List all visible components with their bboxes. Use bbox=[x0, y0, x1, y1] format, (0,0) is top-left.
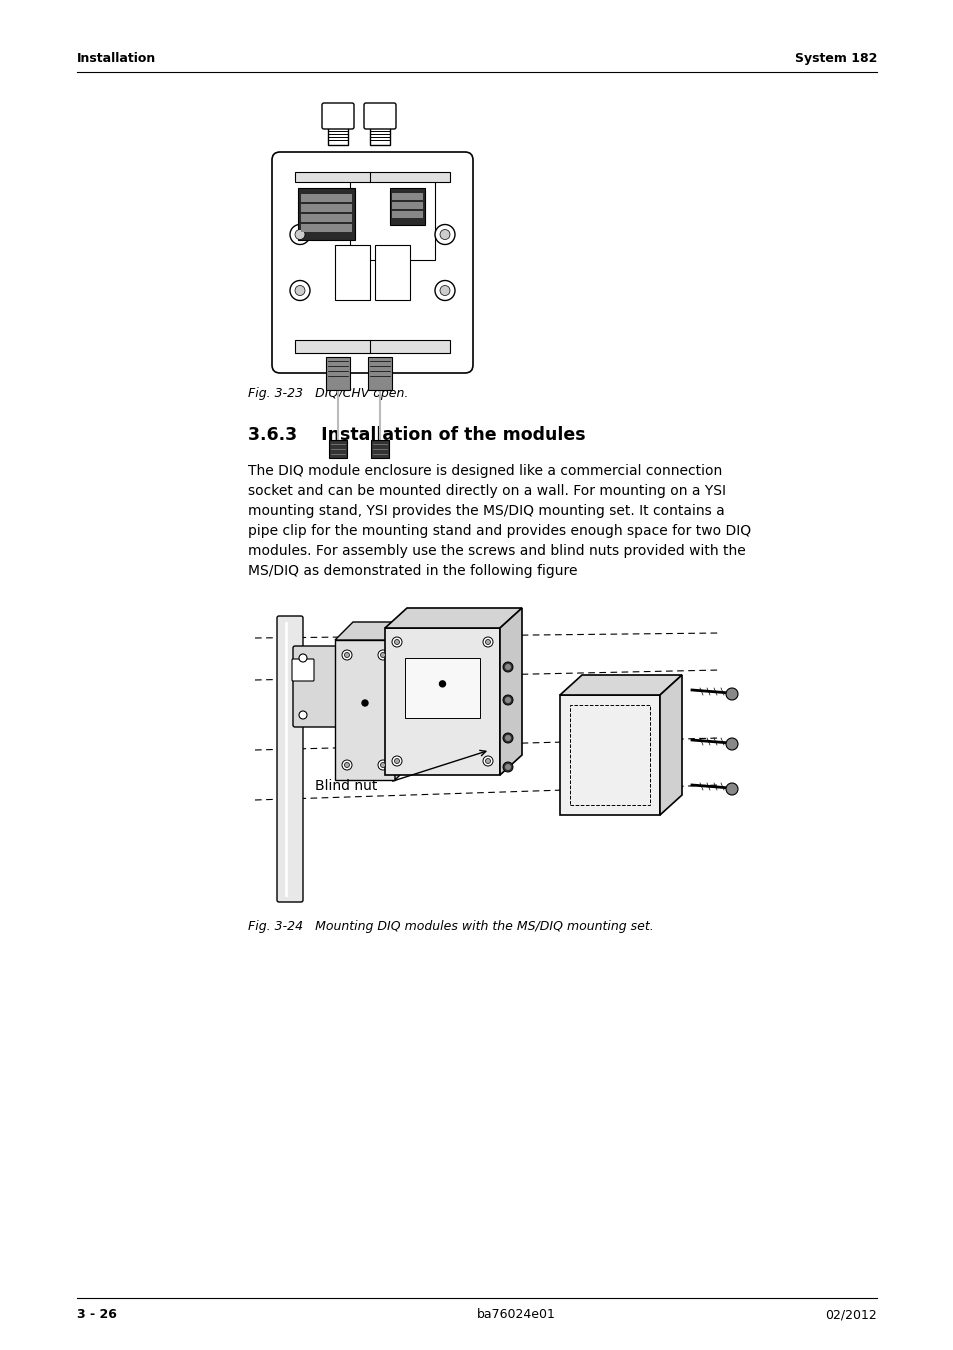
Polygon shape bbox=[385, 608, 521, 628]
Circle shape bbox=[504, 734, 511, 741]
FancyBboxPatch shape bbox=[370, 127, 390, 144]
FancyBboxPatch shape bbox=[272, 153, 473, 373]
Circle shape bbox=[290, 224, 310, 244]
Polygon shape bbox=[335, 622, 413, 640]
Circle shape bbox=[502, 695, 513, 705]
FancyBboxPatch shape bbox=[301, 204, 352, 212]
FancyBboxPatch shape bbox=[350, 180, 435, 261]
Circle shape bbox=[341, 649, 352, 660]
Circle shape bbox=[294, 230, 305, 239]
Circle shape bbox=[725, 738, 738, 751]
Text: 02/2012: 02/2012 bbox=[824, 1308, 876, 1322]
Circle shape bbox=[380, 652, 385, 657]
Text: MS/DIQ as demonstrated in the following figure: MS/DIQ as demonstrated in the following … bbox=[248, 564, 577, 578]
Circle shape bbox=[439, 680, 445, 687]
Circle shape bbox=[435, 224, 455, 244]
FancyBboxPatch shape bbox=[301, 215, 352, 221]
Circle shape bbox=[290, 281, 310, 301]
Polygon shape bbox=[385, 628, 499, 775]
FancyBboxPatch shape bbox=[297, 188, 355, 240]
Circle shape bbox=[485, 640, 490, 644]
Circle shape bbox=[395, 759, 399, 764]
Text: Blind nut: Blind nut bbox=[314, 779, 377, 792]
FancyBboxPatch shape bbox=[301, 194, 352, 202]
FancyBboxPatch shape bbox=[368, 356, 392, 390]
Circle shape bbox=[502, 761, 513, 772]
Text: The DIQ module enclosure is designed like a commercial connection: The DIQ module enclosure is designed lik… bbox=[248, 464, 721, 478]
FancyBboxPatch shape bbox=[329, 440, 347, 458]
FancyBboxPatch shape bbox=[326, 356, 350, 390]
Polygon shape bbox=[335, 640, 395, 780]
FancyBboxPatch shape bbox=[335, 244, 370, 300]
Circle shape bbox=[395, 640, 399, 644]
Circle shape bbox=[377, 649, 388, 660]
FancyBboxPatch shape bbox=[294, 340, 450, 352]
Text: 3.6.3    Installation of the modules: 3.6.3 Installation of the modules bbox=[248, 427, 585, 444]
Text: modules. For assembly use the screws and blind nuts provided with the: modules. For assembly use the screws and… bbox=[248, 544, 745, 558]
FancyBboxPatch shape bbox=[405, 657, 479, 718]
FancyBboxPatch shape bbox=[293, 647, 352, 728]
Circle shape bbox=[504, 764, 511, 769]
FancyBboxPatch shape bbox=[375, 244, 410, 300]
FancyBboxPatch shape bbox=[276, 616, 303, 902]
Circle shape bbox=[298, 653, 307, 662]
Text: Fig. 3-24   Mounting DIQ modules with the MS/DIQ mounting set.: Fig. 3-24 Mounting DIQ modules with the … bbox=[248, 919, 653, 933]
Circle shape bbox=[344, 652, 349, 657]
Circle shape bbox=[298, 711, 307, 720]
Circle shape bbox=[392, 637, 401, 647]
Text: pipe clip for the mounting stand and provides enough space for two DIQ: pipe clip for the mounting stand and pro… bbox=[248, 524, 750, 539]
Circle shape bbox=[361, 701, 368, 706]
Circle shape bbox=[485, 759, 490, 764]
Circle shape bbox=[725, 783, 738, 795]
FancyBboxPatch shape bbox=[292, 659, 314, 680]
FancyBboxPatch shape bbox=[294, 171, 450, 182]
Circle shape bbox=[504, 664, 511, 670]
FancyBboxPatch shape bbox=[328, 127, 348, 144]
Text: ba76024e01: ba76024e01 bbox=[476, 1308, 556, 1322]
Circle shape bbox=[502, 662, 513, 672]
Circle shape bbox=[377, 760, 388, 770]
FancyBboxPatch shape bbox=[392, 211, 422, 217]
Circle shape bbox=[725, 688, 738, 701]
Circle shape bbox=[439, 285, 450, 296]
Text: Installation: Installation bbox=[77, 53, 156, 65]
FancyBboxPatch shape bbox=[371, 440, 389, 458]
Polygon shape bbox=[559, 695, 659, 815]
Circle shape bbox=[380, 763, 385, 768]
Polygon shape bbox=[559, 675, 681, 695]
Text: System 182: System 182 bbox=[794, 53, 876, 65]
Circle shape bbox=[502, 733, 513, 743]
Polygon shape bbox=[499, 608, 521, 775]
Circle shape bbox=[294, 285, 305, 296]
Circle shape bbox=[504, 697, 511, 703]
FancyBboxPatch shape bbox=[322, 103, 354, 130]
Text: mounting stand, YSI provides the MS/DIQ mounting set. It contains a: mounting stand, YSI provides the MS/DIQ … bbox=[248, 504, 724, 518]
Polygon shape bbox=[395, 622, 413, 780]
FancyBboxPatch shape bbox=[392, 193, 422, 200]
Circle shape bbox=[392, 756, 401, 765]
Text: socket and can be mounted directly on a wall. For mounting on a YSI: socket and can be mounted directly on a … bbox=[248, 485, 725, 498]
Circle shape bbox=[482, 637, 493, 647]
FancyBboxPatch shape bbox=[392, 202, 422, 209]
Polygon shape bbox=[659, 675, 681, 815]
Circle shape bbox=[344, 763, 349, 768]
Text: 3 - 26: 3 - 26 bbox=[77, 1308, 117, 1322]
Circle shape bbox=[482, 756, 493, 765]
Circle shape bbox=[435, 281, 455, 301]
FancyBboxPatch shape bbox=[364, 103, 395, 130]
FancyBboxPatch shape bbox=[301, 224, 352, 232]
FancyBboxPatch shape bbox=[390, 188, 424, 225]
Circle shape bbox=[439, 230, 450, 239]
Circle shape bbox=[341, 760, 352, 770]
Text: Fig. 3-23   DIQ/CHV open.: Fig. 3-23 DIQ/CHV open. bbox=[248, 387, 408, 400]
